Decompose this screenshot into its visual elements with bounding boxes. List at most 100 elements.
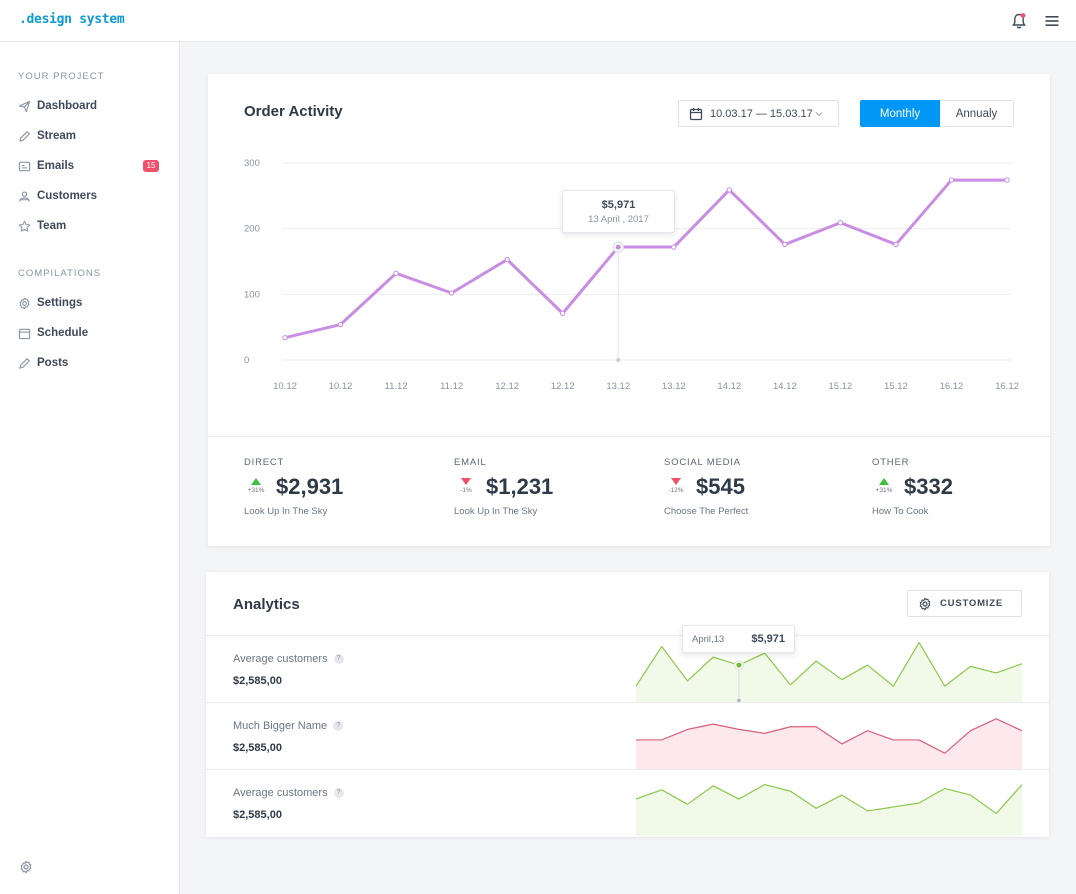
help-icon[interactable]: ?	[333, 721, 344, 731]
x-tick-label: 13.12	[662, 381, 686, 392]
stat-email: EMAIL -1% $1,231 Look Up In The Sky	[454, 457, 553, 517]
stat-value: $332	[904, 474, 953, 499]
stat-social-media: SOCIAL MEDIA -12% $545 Choose The Perfec…	[664, 457, 748, 517]
trend-percent: +31%	[875, 487, 893, 494]
sidebar-item-stream[interactable]: Stream	[18, 125, 168, 147]
y-tick-label: 0	[244, 355, 249, 366]
sparkline-chart	[636, 718, 1022, 769]
sidebar-item-label: Posts	[37, 357, 69, 369]
trend-percent: +31%	[247, 487, 265, 494]
stat-label: SOCIAL MEDIA	[664, 457, 741, 468]
date-range-picker[interactable]: 10.03.17 — 15.03.17	[678, 100, 839, 127]
sparkline-area	[636, 718, 1022, 769]
data-point	[948, 177, 955, 183]
trend-percent: -1%	[460, 487, 472, 494]
sidebar-item-customers[interactable]: Customers	[18, 185, 168, 207]
sparkline-area	[636, 642, 1022, 702]
trend-percent: -12%	[668, 487, 684, 494]
pencil-icon	[19, 130, 30, 142]
trend-up-icon	[251, 478, 261, 485]
data-point	[504, 256, 510, 263]
emails-count-badge: 15	[143, 160, 159, 172]
data-point	[337, 321, 344, 328]
chart-tooltip: $5,971 13 April , 2017	[562, 190, 675, 233]
brand-logo[interactable]: .design system	[19, 12, 125, 27]
metric-value: $2,585,00	[233, 742, 282, 754]
tooltip-date: April,13	[692, 633, 725, 645]
x-tick-label: 12.12	[551, 381, 575, 392]
sidebar-item-label: Team	[37, 220, 67, 232]
x-tick-label: 15.12	[828, 381, 852, 392]
x-tick-label: 12.12	[495, 381, 519, 392]
sparkline-area	[636, 784, 1022, 836]
x-tick-label: 10.12	[329, 381, 353, 392]
analytics-row: Average customers? $2,585,00	[206, 635, 1049, 702]
divider	[208, 436, 1050, 437]
x-tick-label: 10.12	[273, 381, 297, 392]
sidebar-item-team[interactable]: Team	[18, 215, 168, 237]
sidebar-item-posts[interactable]: Posts	[18, 352, 168, 374]
x-tick-label: 16.12	[995, 381, 1019, 392]
analytics-row: Average customers? $2,585,00	[206, 769, 1049, 836]
data-point	[837, 220, 844, 226]
metric-value: $2,585,00	[233, 809, 282, 821]
section-title-your-project: YOUR PROJECT	[18, 71, 105, 82]
data-point	[671, 244, 677, 250]
metric-name: Much Bigger Name	[233, 720, 328, 732]
metric-value: $2,585,00	[233, 675, 282, 687]
bell-icon[interactable]	[1010, 12, 1028, 30]
data-point	[782, 241, 788, 248]
stat-value: $545	[696, 474, 745, 499]
trend-down-icon	[461, 478, 471, 485]
y-tick-label: 100	[244, 289, 260, 300]
help-icon[interactable]: ?	[333, 654, 344, 664]
stat-label: DIRECT	[244, 457, 285, 468]
stat-direct: DIRECT +31% $2,931 Look Up In The Sky	[244, 457, 343, 517]
data-point	[559, 310, 566, 317]
trend-indicator: +31%	[872, 475, 896, 499]
data-point	[282, 334, 288, 341]
data-point	[448, 290, 455, 296]
card-title: Analytics	[233, 596, 300, 613]
stat-label: EMAIL	[454, 457, 487, 468]
toggle-annualy[interactable]: Annualy	[940, 100, 1014, 127]
data-point	[893, 241, 899, 248]
send-icon	[18, 100, 31, 112]
stat-subtitle: Look Up In The Sky	[244, 506, 328, 517]
star-icon	[18, 220, 31, 232]
top-bar: .design system	[0, 0, 1076, 42]
date-range-value: 10.03.17 — 15.03.17	[710, 107, 813, 120]
sidebar-item-schedule[interactable]: Schedule	[18, 322, 168, 344]
calendar-icon	[18, 328, 31, 339]
sidebar-item-settings[interactable]: Settings	[18, 292, 168, 314]
pencil-icon	[19, 357, 30, 369]
data-point	[1004, 177, 1010, 183]
chevron-down-icon	[815, 112, 823, 117]
sparkline-axis-dot	[737, 698, 741, 702]
settings-gear-icon[interactable]	[19, 860, 33, 874]
trend-up-icon	[879, 478, 889, 485]
users-icon	[19, 190, 30, 202]
trend-indicator: +31%	[244, 475, 268, 499]
trend-indicator: -1%	[454, 475, 478, 499]
x-tick-label: 11.12	[385, 381, 408, 392]
customize-button[interactable]: CUSTOMIZE	[907, 590, 1022, 617]
sidebar-item-dashboard[interactable]: Dashboard	[18, 95, 168, 117]
metric-name: Average customers	[233, 653, 328, 665]
toggle-monthly[interactable]: Monthly	[860, 100, 940, 127]
data-point	[726, 187, 733, 193]
hamburger-menu-icon[interactable]	[1044, 13, 1060, 29]
x-tick-label: 13.12	[606, 381, 630, 392]
sparkline-line	[636, 718, 1022, 754]
help-icon[interactable]: ?	[333, 788, 344, 798]
sidebar-item-label: Schedule	[37, 327, 89, 339]
trend-indicator: -12%	[664, 475, 688, 499]
sparkline-line	[636, 641, 1022, 687]
sparkline-tooltip: April,13 $5,971	[682, 625, 795, 653]
stat-subtitle: How To Cook	[872, 506, 929, 517]
sparkline-chart	[636, 783, 1022, 836]
stat-subtitle: Choose The Perfect	[664, 506, 749, 517]
x-tick-label: 15.12	[884, 381, 908, 392]
x-tick-label: 16.12	[940, 381, 964, 392]
sidebar-item-emails[interactable]: Emails 15	[18, 155, 168, 177]
